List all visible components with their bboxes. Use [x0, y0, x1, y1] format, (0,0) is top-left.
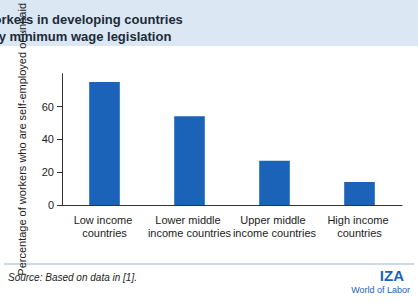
svg-text:income countries: income countries [233, 227, 317, 239]
svg-text:World of Labor: World of Labor [351, 285, 410, 295]
svg-text:Percentage of workers who are: Percentage of workers who are self-emplo… [15, 3, 28, 276]
svg-text:countries: countries [82, 227, 127, 239]
svg-text:60: 60 [42, 101, 54, 113]
svg-text:20: 20 [42, 166, 54, 178]
svg-text:0: 0 [48, 199, 54, 211]
svg-text:countries: countries [337, 227, 382, 239]
svg-text:40: 40 [42, 133, 54, 145]
svg-text:High income: High income [327, 214, 391, 226]
svg-text:More than half of workers in d: More than half of workers in developing … [0, 12, 183, 27]
svg-text:Source: Based on data in [1].: Source: Based on data in [1]. [8, 271, 137, 283]
svg-text:IZA: IZA [380, 267, 404, 284]
svg-text:Lower middle: Lower middle [155, 214, 223, 226]
svg-text:are not covered by minimum wag: are not covered by minimum wage legislat… [0, 29, 171, 44]
svg-text:Upper middle: Upper middle [240, 214, 308, 226]
svg-text:income countries: income countries [148, 227, 232, 239]
svg-text:Low income: Low income [74, 214, 136, 226]
